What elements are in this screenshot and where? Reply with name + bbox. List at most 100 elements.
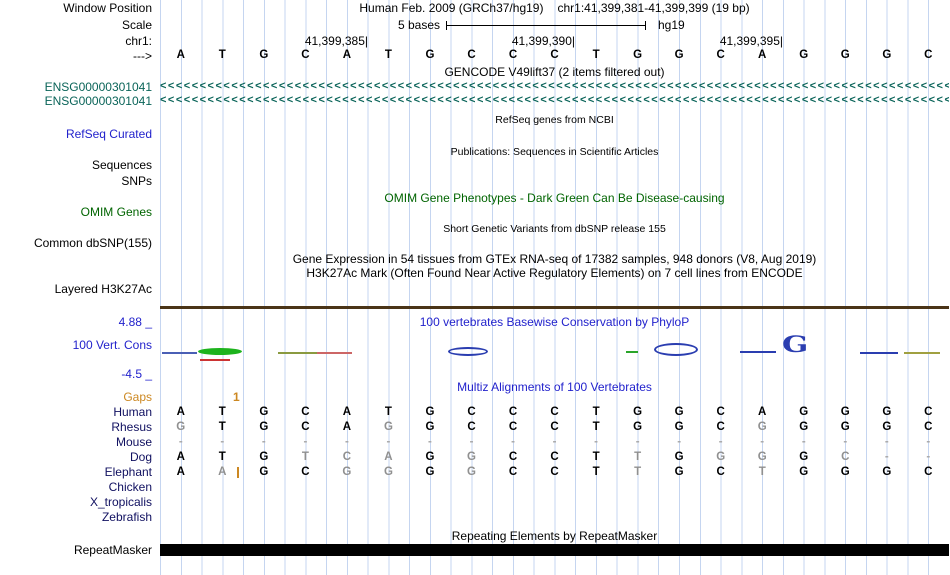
- alignment-bases: -------------------: [160, 435, 949, 450]
- track-label-vert-cons[interactable]: 100 Vert. Cons: [72, 338, 152, 352]
- ruler-base: T: [218, 49, 226, 61]
- ruler-base: C: [508, 49, 518, 61]
- species-label[interactable]: Zebrafish: [101, 510, 152, 524]
- species-label[interactable]: X_tropicalis: [89, 495, 152, 509]
- track-label-snps[interactable]: SNPs: [121, 174, 152, 188]
- aligned-base: A: [176, 451, 185, 463]
- conservation-mark: [904, 352, 940, 354]
- ruler-row[interactable]: 41,399,385| 41,399,390| 41,399,395|: [160, 34, 949, 48]
- gap-count-label: 1: [233, 390, 240, 404]
- aligned-base: G: [799, 406, 809, 418]
- aligned-base: -: [677, 436, 682, 448]
- aligned-base: -: [594, 436, 598, 448]
- aligned-base: T: [218, 421, 226, 433]
- track-label-dbsnp[interactable]: Common dbSNP(155): [33, 236, 152, 250]
- aligned-base: G: [342, 466, 352, 478]
- conservation-plot: G: [160, 318, 949, 376]
- aligned-base: T: [592, 406, 600, 418]
- track-label-refseq-curated[interactable]: RefSeq Curated: [65, 127, 152, 141]
- aligned-base: -: [926, 451, 931, 463]
- ruler-tick: 41,399,395|: [719, 34, 783, 48]
- repeatmasker-bar[interactable]: [160, 544, 949, 556]
- ruler-base: G: [840, 49, 850, 61]
- aligned-base: C: [467, 406, 476, 418]
- gene-label-1[interactable]: ENSG00000301041: [44, 80, 152, 94]
- gencode-transcript-2[interactable]: <<<<<<<<<<<<<<<<<<<<<<<<<<<<<<<<<<<<<<<<…: [160, 94, 949, 106]
- alignment-bases: [160, 510, 949, 525]
- species-label[interactable]: Dog: [129, 450, 152, 464]
- aligned-base: G: [425, 451, 435, 463]
- alignment-row-gaps: Gaps 1: [0, 390, 950, 405]
- aligned-base: C: [342, 451, 352, 463]
- aligned-base: C: [550, 451, 559, 463]
- track-label-repeatmasker[interactable]: RepeatMasker: [73, 543, 152, 557]
- conservation-mark: [198, 348, 242, 355]
- window-position-label: Window Position: [63, 1, 152, 15]
- aligned-base: G: [716, 451, 726, 463]
- ruler-base: C: [924, 49, 933, 61]
- aligned-base: A: [176, 406, 185, 418]
- aligned-base: G: [425, 406, 435, 418]
- aligned-base: T: [384, 406, 392, 418]
- aligned-base: G: [882, 421, 892, 433]
- track-title-omim[interactable]: OMIM Gene Phenotypes - Dark Green Can Be…: [384, 191, 725, 205]
- strand-label: --->: [133, 49, 152, 63]
- aligned-base: A: [384, 451, 393, 463]
- scale-value: 5 bases: [397, 18, 440, 32]
- aligned-base: -: [469, 436, 474, 448]
- track-title-dbsnp[interactable]: Short Genetic Variants from dbSNP releas…: [443, 223, 666, 235]
- aligned-base: -: [552, 436, 557, 448]
- base-position-guidelines: [160, 0, 949, 575]
- species-label[interactable]: Elephant: [104, 465, 152, 479]
- conservation-mark: [200, 359, 230, 361]
- ruler-base: C: [716, 49, 725, 61]
- track-title-multiz[interactable]: Multiz Alignments of 100 Vertebrates: [457, 380, 652, 394]
- aligned-base: G: [799, 421, 809, 433]
- aligned-base: G: [633, 421, 643, 433]
- alignment-row-chicken: Chicken: [0, 480, 950, 495]
- ruler-base: T: [384, 49, 392, 61]
- ruler-base: G: [882, 49, 892, 61]
- track-title-h3k27ac[interactable]: H3K27Ac Mark (Often Found Near Active Re…: [306, 266, 803, 280]
- conservation-mark: [654, 343, 698, 356]
- aligned-base: -: [635, 436, 640, 448]
- aligned-base: G: [799, 451, 809, 463]
- aligned-base: G: [383, 421, 393, 433]
- species-label[interactable]: Human: [113, 405, 152, 419]
- alignment-row-mouse: Mouse - - - - - - - - - - - - - - - - - - -: [0, 435, 950, 450]
- position-range: chr1:41,399,381-41,399,399 (19 bp): [557, 1, 750, 15]
- track-title-gtex[interactable]: Gene Expression in 54 tissues from GTEx …: [292, 252, 817, 266]
- species-label[interactable]: Chicken: [108, 480, 152, 494]
- track-title-publications[interactable]: Publications: Sequences in Scientific Ar…: [450, 146, 659, 158]
- aligned-base: G: [259, 466, 269, 478]
- track-label-h3k27ac[interactable]: Layered H3K27Ac: [54, 282, 152, 296]
- track-title-repeatmasker[interactable]: Repeating Elements by RepeatMasker: [451, 529, 658, 543]
- aligned-base: G: [467, 451, 476, 463]
- aligned-base: G: [674, 406, 684, 418]
- track-label-sequences[interactable]: Sequences: [91, 158, 152, 172]
- alignment-row-dog: Dog A T G T C A G G C C T T G G G G C - -: [0, 450, 950, 465]
- aligned-base: G: [882, 466, 892, 478]
- aligned-base: G: [259, 451, 269, 463]
- aligned-base: -: [884, 451, 889, 463]
- conservation-max-label: 4.88 _: [118, 315, 152, 329]
- aligned-base: C: [301, 406, 310, 418]
- track-title-refseq[interactable]: RefSeq genes from NCBI: [495, 114, 614, 126]
- track-title-gencode[interactable]: GENCODE V49lift37 (2 items filtered out): [444, 65, 665, 79]
- track-title-phylop[interactable]: 100 vertebrates Basewise Conservation by…: [419, 315, 690, 329]
- aligned-base: G: [882, 406, 892, 418]
- alignment-row-elephant: Elephant A A G C G G G G C C T T G C T G G G C: [0, 465, 950, 480]
- species-label[interactable]: Mouse: [115, 435, 152, 449]
- gencode-transcript-1[interactable]: <<<<<<<<<<<<<<<<<<<<<<<<<<<<<<<<<<<<<<<<…: [160, 80, 949, 92]
- aligned-base: G: [840, 466, 850, 478]
- gene-label-2[interactable]: ENSG00000301041: [44, 94, 152, 108]
- aligned-base: -: [261, 436, 266, 448]
- species-label[interactable]: Gaps: [123, 390, 152, 404]
- ruler-base: C: [550, 49, 559, 61]
- species-label[interactable]: Rhesus: [111, 420, 152, 434]
- conservation-mark: [860, 352, 898, 354]
- track-label-omim[interactable]: OMIM Genes: [80, 205, 152, 219]
